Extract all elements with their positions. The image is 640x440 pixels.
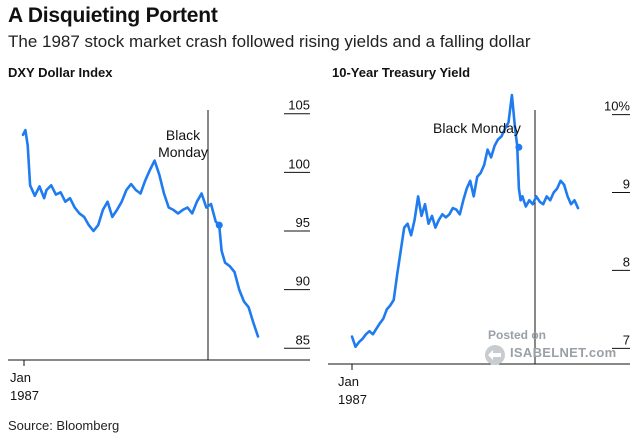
treasury-chart: 10-Year Treasury Yield Jan 1987 7 8 9 10% Black… [328,65,630,407]
annotation-label: Black [166,127,201,143]
series-line [521,179,580,210]
y-tick-label: 8 [623,254,630,269]
annotation-label: Monday [158,144,208,160]
y-tick-label: 90 [296,274,310,289]
series-line [21,128,260,338]
panel-title: 10-Year Treasury Yield [332,65,470,80]
chart-title: A Disquieting Portent [8,4,218,27]
y-tick-label: 10% [604,99,630,114]
x-tick-label: Jan [338,374,359,389]
annotation-marker [515,143,523,151]
watermark-site: ISABELNET.com [510,345,617,360]
annotation-marker [215,221,223,229]
y-tick-label: 9 [623,176,630,191]
annotation-label: Black Monday [433,120,521,136]
panel-title: DXY Dollar Index [8,65,113,80]
y-tick-label: 100 [288,156,310,171]
y-tick-label: 105 [288,98,310,113]
x-tick-label: 1987 [10,388,39,403]
watermark-logo-icon [485,345,505,365]
y-tick-label: 7 [623,332,630,347]
x-tick-label: Jan [10,370,31,385]
chart-subtitle: The 1987 stock market crash followed ris… [8,32,531,51]
y-tick-label: 85 [296,332,310,347]
source-note: Source: Bloomberg [8,418,120,433]
dxy-chart: DXY Dollar Index Jan 1987 85 90 95 100 105 Black… [8,65,310,403]
watermark-posted: Posted on [488,328,547,342]
watermark: Posted on ISABELNET.com [478,328,618,368]
x-tick-label: 1987 [338,392,367,407]
y-tick-label: 95 [296,215,310,230]
series-line [350,93,524,349]
